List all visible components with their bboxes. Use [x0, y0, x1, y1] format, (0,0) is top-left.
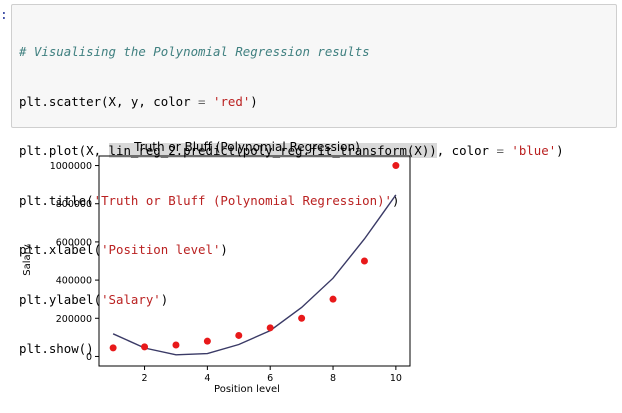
y-tick-label: 200000 [56, 314, 92, 325]
code-line-1[interactable]: # Visualising the Polynomial Regression … [19, 44, 564, 61]
code-token: plt.xlabel( [19, 242, 102, 257]
x-tick-label: 2 [142, 373, 148, 384]
code-editor[interactable]: # Visualising the Polynomial Regression … [19, 11, 564, 391]
code-line-6[interactable]: plt.ylabel('Salary') [19, 292, 564, 309]
code-line-3[interactable]: plt.plot(X, lin_reg_2.predict(poly_reg.f… [19, 143, 564, 160]
y-tick-label: 1000000 [50, 161, 92, 172]
scatter-point [392, 162, 400, 170]
scatter-point [203, 337, 211, 345]
code-token: plt.plot(X, [19, 143, 109, 158]
code-string: 'blue' [511, 143, 557, 158]
x-tick-label: 10 [390, 373, 402, 384]
x-tick-label: 6 [267, 373, 273, 384]
y-axis-label: Salary [22, 244, 33, 275]
cell-prompt: : [0, 8, 8, 23]
scatter-point [329, 295, 337, 303]
y-tick-label: 0 [86, 352, 92, 363]
code-token: ) [392, 192, 400, 208]
scatter-point [109, 344, 117, 352]
code-token: ) [556, 143, 564, 158]
code-token: plt.scatter(X, y, color [19, 93, 199, 109]
scatter-point [298, 314, 306, 322]
code-token: , color [436, 143, 497, 158]
regression-line [112, 194, 397, 356]
code-token: ) [220, 242, 228, 257]
code-operator: = [496, 143, 504, 158]
code-string: 'Position level' [101, 242, 221, 257]
y-tick-label: 400000 [56, 276, 92, 287]
code-token [206, 94, 213, 109]
x-tick-label: 8 [330, 373, 336, 384]
code-token: plt.show() [19, 341, 94, 356]
code-token: plt.ylabel( [19, 291, 102, 307]
x-axis-label: Position level [214, 384, 280, 395]
code-line-2[interactable]: plt.scatter(X, y, color = 'red') [19, 94, 564, 111]
y-tick-label: 600000 [56, 237, 92, 248]
scatter-point [360, 257, 368, 265]
code-string: 'Salary' [101, 291, 161, 307]
code-line-4[interactable]: plt.title('Truth or Bluff (Polynomial Re… [19, 193, 564, 210]
code-comment: # Visualising the Polynomial Regression … [19, 44, 370, 59]
code-token: plt.title( [19, 192, 94, 208]
chart-title: Truth or Bluff (Polynomial Regression) [133, 140, 360, 154]
chart-plot: Truth or Bluff (Polynomial Regression) 2… [22, 140, 411, 395]
code-line-7[interactable]: plt.show() [19, 341, 564, 358]
code-token: ) [160, 291, 169, 307]
y-tick-label: 800000 [56, 199, 92, 210]
scatter-point [141, 343, 149, 351]
code-token: ) [250, 93, 258, 109]
code-string: 'red' [212, 93, 251, 109]
code-string: 'Truth or Bluff (Polynomial Regression)' [93, 192, 393, 208]
cell-output: Truth or Bluff (Polynomial Regression) 2… [0, 130, 622, 409]
code-operator: = [198, 93, 206, 109]
plot-area: 2 4 6 8 10 0 200000 400000 600000 800000 1000000 [50, 155, 411, 384]
scatter-point [235, 331, 243, 339]
code-selection-highlight: lin_reg_2.predict(poly_reg.fit_transform… [108, 143, 437, 158]
scatter-point [266, 324, 274, 332]
code-line-5[interactable]: plt.xlabel('Position level') [19, 242, 564, 259]
x-tick-label: 4 [204, 373, 210, 384]
code-cell[interactable]: # Visualising the Polynomial Regression … [11, 4, 617, 356]
scatter-point [172, 341, 180, 349]
plot-frame [98, 155, 411, 367]
